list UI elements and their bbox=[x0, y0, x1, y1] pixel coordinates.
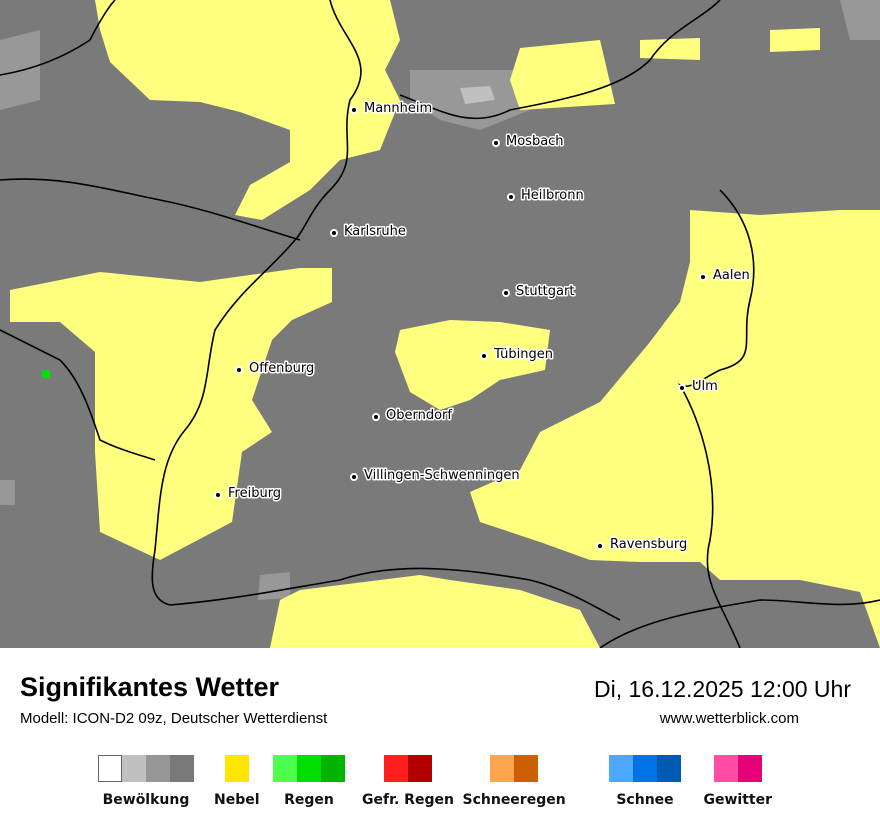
legend-color bbox=[713, 755, 738, 782]
city-villingen-schwenningen: Villingen-Schwenningen bbox=[350, 467, 521, 485]
city-marker bbox=[507, 193, 515, 201]
fog-areas bbox=[10, 0, 880, 648]
city-name: Ulm bbox=[692, 379, 718, 394]
legend-color bbox=[297, 755, 321, 782]
legend-label: Regen bbox=[284, 792, 334, 808]
rain-spot bbox=[42, 370, 50, 378]
legend-color bbox=[737, 755, 762, 782]
legend-color bbox=[514, 755, 539, 782]
city-mosbach: Mosbach bbox=[492, 133, 565, 151]
weather-map: Mannheim Mosbach Heilbronn Karlsruhe Aalen St… bbox=[0, 0, 880, 648]
city-name: Mosbach bbox=[506, 134, 564, 149]
legend-swatch bbox=[609, 755, 681, 782]
legend-color bbox=[321, 755, 345, 782]
legend-color bbox=[146, 755, 170, 782]
legend-color bbox=[273, 755, 297, 782]
city-marker bbox=[235, 366, 243, 374]
city-marker bbox=[372, 413, 380, 421]
legend-color bbox=[170, 755, 194, 782]
legend-color bbox=[98, 755, 122, 782]
city-name: Oberndorf bbox=[386, 408, 452, 423]
legend-item-schneeregen: Schneeregen bbox=[463, 755, 566, 808]
legend-label: Schneeregen bbox=[462, 792, 566, 808]
legend-item-gewitter: Gewitter bbox=[703, 755, 773, 808]
legend-color bbox=[407, 755, 432, 782]
legend-label: Gewitter bbox=[703, 792, 773, 808]
legend-color bbox=[633, 755, 657, 782]
legend-color bbox=[224, 755, 249, 782]
map-title: Signifikantes Wetter bbox=[20, 672, 280, 702]
city-name: Mannheim bbox=[364, 101, 432, 116]
website-link[interactable]: www.wetterblick.com bbox=[659, 710, 799, 727]
city-heilbronn: Heilbronn bbox=[507, 187, 585, 205]
forecast-datetime: Di, 16.12.2025 12:00 Uhr bbox=[593, 676, 851, 702]
city-marker bbox=[330, 229, 338, 237]
city-name: Aalen bbox=[713, 268, 750, 283]
city-ulm: Ulm bbox=[678, 378, 719, 396]
city-marker bbox=[502, 289, 510, 297]
legend-item-bew-lkung: Bewölkung bbox=[98, 755, 194, 808]
city-labels: Mannheim Mosbach Heilbronn Karlsruhe Aalen St… bbox=[214, 100, 751, 554]
legend-color bbox=[657, 755, 681, 782]
legend-swatch bbox=[383, 755, 432, 782]
legend-color bbox=[383, 755, 408, 782]
legend-item-regen: Regen bbox=[273, 755, 345, 808]
legend-swatch bbox=[713, 755, 762, 782]
legend-swatch bbox=[490, 755, 539, 782]
legend-color bbox=[122, 755, 146, 782]
city-name: Villingen-Schwenningen bbox=[364, 468, 520, 483]
city-aalen: Aalen bbox=[699, 267, 751, 285]
legend-swatch bbox=[273, 755, 345, 782]
legend-item-nebel: Nebel bbox=[214, 755, 260, 808]
legend-swatch bbox=[224, 755, 249, 782]
city-marker bbox=[480, 352, 488, 360]
city-name: Offenburg bbox=[249, 361, 314, 376]
borders bbox=[0, 0, 880, 648]
city-name: Stuttgart bbox=[516, 284, 574, 299]
city-freiburg: Freiburg bbox=[214, 485, 283, 503]
city-marker bbox=[596, 542, 604, 550]
model-info: Modell: ICON-D2 09z, Deutscher Wetterdie… bbox=[20, 710, 328, 727]
city-marker bbox=[492, 139, 500, 147]
city-karlsruhe: Karlsruhe bbox=[330, 223, 407, 241]
legend-swatch bbox=[98, 755, 194, 782]
legend-color bbox=[609, 755, 633, 782]
city-name: Karlsruhe bbox=[344, 224, 406, 239]
legend-item-gefr-regen: Gefr. Regen bbox=[362, 755, 454, 808]
legend-label: Gefr. Regen bbox=[362, 792, 454, 808]
city-name: Freiburg bbox=[228, 486, 281, 501]
city-marker bbox=[699, 273, 707, 281]
city-marker bbox=[350, 473, 358, 481]
city-marker bbox=[350, 106, 358, 114]
city-t-bingen: Tübingen bbox=[480, 346, 555, 364]
city-stuttgart: Stuttgart bbox=[502, 283, 576, 301]
legend-color bbox=[490, 755, 515, 782]
city-name: Heilbronn bbox=[521, 188, 584, 203]
city-name: Tübingen bbox=[493, 347, 553, 362]
legend-label: Schnee bbox=[616, 792, 674, 808]
legend-label: Bewölkung bbox=[102, 792, 190, 808]
lighter-cloud-area bbox=[460, 86, 495, 104]
city-marker bbox=[214, 491, 222, 499]
legend-item-schnee: Schnee bbox=[609, 755, 681, 808]
legend-label: Nebel bbox=[214, 792, 260, 808]
city-oberndorf: Oberndorf bbox=[372, 407, 454, 425]
city-name: Ravensburg bbox=[610, 537, 687, 552]
city-marker bbox=[678, 384, 686, 392]
city-offenburg: Offenburg bbox=[235, 360, 316, 378]
city-ravensburg: Ravensburg bbox=[596, 536, 689, 554]
city-mannheim: Mannheim bbox=[350, 100, 434, 118]
